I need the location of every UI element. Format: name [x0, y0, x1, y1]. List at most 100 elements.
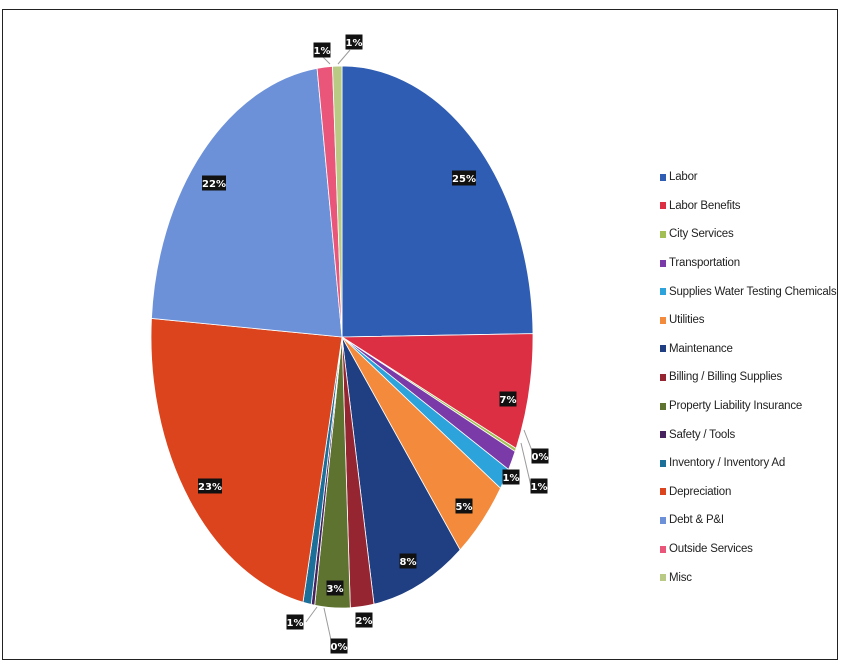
data-label-box [531, 448, 549, 464]
data-label-box [330, 638, 348, 654]
pie-slice-debt-p-i [151, 67, 343, 338]
legend-item: Labor Benefits [660, 192, 840, 221]
data-label-box [499, 391, 517, 407]
data-label: 0% [531, 448, 549, 464]
data-label-text: 1% [346, 38, 363, 49]
data-label-box [355, 612, 373, 628]
data-label-text: 0% [331, 642, 348, 653]
legend-label: Debt & P&I [669, 514, 724, 527]
pie-slice-labor-benefits [340, 333, 534, 450]
data-label: 23% [198, 478, 222, 494]
data-label: 1% [345, 34, 363, 50]
data-label-text: 25% [452, 174, 476, 185]
legend-swatch-icon [660, 488, 666, 496]
legend-item: Transportation [660, 249, 840, 278]
data-label: 3% [326, 580, 344, 596]
legend: Labor Labor Benefits City Services Transpor… [660, 163, 840, 592]
legend-item: Outside Services [660, 535, 840, 564]
legend-swatch-icon [660, 459, 666, 467]
data-label-text: 7% [500, 395, 517, 406]
legend-swatch-icon [660, 431, 666, 439]
data-label: 2% [355, 612, 373, 628]
legend-label: Inventory / Inventory Ad [669, 457, 786, 470]
legend-item: Maintenance [660, 335, 840, 364]
legend-label: Outside Services [669, 543, 753, 556]
legend-swatch-icon [660, 402, 666, 410]
leader-line [337, 49, 351, 65]
chart-frame: 25% 7% 0% 1% 1% 5% 8% 2% 3% 0% 1% 23% 22% 1% 1% Labor L… [2, 9, 838, 660]
leader-line [323, 607, 332, 641]
data-label-box [286, 614, 304, 630]
data-label-text: 1% [314, 46, 331, 57]
data-label-text: 22% [202, 179, 226, 190]
data-label-box [326, 580, 344, 596]
legend-label: Supplies Water Testing Chemicals [669, 285, 837, 298]
data-label: 7% [499, 391, 517, 407]
data-label: 25% [452, 170, 476, 186]
legend-item: City Services [660, 220, 840, 249]
data-label-text: 1% [531, 482, 548, 493]
leader-line [520, 442, 532, 487]
legend-item: Depreciation [660, 478, 840, 507]
data-label-box [345, 34, 363, 50]
legend-swatch-icon [660, 259, 666, 267]
legend-item: Labor [660, 163, 840, 192]
legend-item: Safety / Tools [660, 420, 840, 449]
legend-label: City Services [669, 228, 734, 241]
legend-label: Misc [669, 571, 692, 584]
data-label: 1% [286, 614, 304, 630]
data-label-text: 3% [327, 584, 344, 595]
data-label-box [198, 478, 222, 494]
legend-item: Misc [660, 563, 840, 592]
legend-label: Safety / Tools [669, 428, 736, 441]
data-label-box [202, 175, 226, 191]
legend-swatch-icon [660, 516, 666, 524]
data-label-box [452, 170, 476, 186]
data-label-text: 1% [503, 473, 520, 484]
data-label-text: 5% [456, 502, 473, 513]
legend-label: Transportation [669, 257, 740, 270]
pie-slice-maintenance [341, 336, 461, 605]
legend-swatch-icon [660, 345, 666, 353]
legend-label: Property Liability Insurance [669, 400, 803, 413]
data-label-box [530, 478, 548, 494]
leader-line [305, 606, 318, 623]
data-label-box [502, 469, 520, 485]
legend-item: Supplies Water Testing Chemicals [660, 277, 840, 306]
legend-item: Debt & P&I [660, 506, 840, 535]
legend-swatch-icon [660, 173, 666, 181]
data-label: 5% [455, 498, 473, 514]
data-labels-layer: 25% 7% 0% 1% 1% 5% 8% 2% 3% 0% 1% 23% 22% 1% 1% [198, 34, 549, 654]
data-label-text: 2% [356, 616, 373, 627]
data-label: 0% [330, 638, 348, 654]
pie-slice-depreciation [150, 317, 343, 603]
legend-item: Utilities [660, 306, 840, 335]
legend-swatch-icon [660, 316, 666, 324]
data-label-box [399, 553, 417, 569]
data-label-text: 0% [532, 452, 549, 463]
legend-swatch-icon [660, 574, 666, 582]
legend-swatch-icon [660, 230, 666, 238]
legend-label: Maintenance [669, 342, 733, 355]
legend-item: Inventory / Inventory Ad [660, 449, 840, 478]
data-label-text: 8% [400, 557, 417, 568]
legend-label: Billing / Billing Supplies [669, 371, 783, 384]
pie-chart: 25% 7% 0% 1% 1% 5% 8% 2% 3% 0% 1% 23% 22% 1% 1% [150, 34, 549, 654]
data-label: 1% [313, 42, 331, 58]
data-label: 22% [202, 175, 226, 191]
data-label: 8% [399, 553, 417, 569]
legend-label: Utilities [669, 314, 705, 327]
legend-swatch-icon [660, 288, 666, 296]
legend-swatch-icon [660, 373, 666, 381]
pie-slice-misc [332, 65, 343, 338]
data-label-box [455, 498, 473, 514]
legend-label: Labor Benefits [669, 199, 741, 212]
pie-slice-labor [341, 65, 534, 338]
data-label-text: 1% [287, 618, 304, 629]
legend-label: Labor [669, 171, 698, 184]
data-label-box [313, 42, 331, 58]
legend-swatch-icon [660, 545, 666, 553]
legend-swatch-icon [660, 202, 666, 210]
data-label: 1% [530, 478, 548, 494]
slices-layer [150, 65, 534, 609]
